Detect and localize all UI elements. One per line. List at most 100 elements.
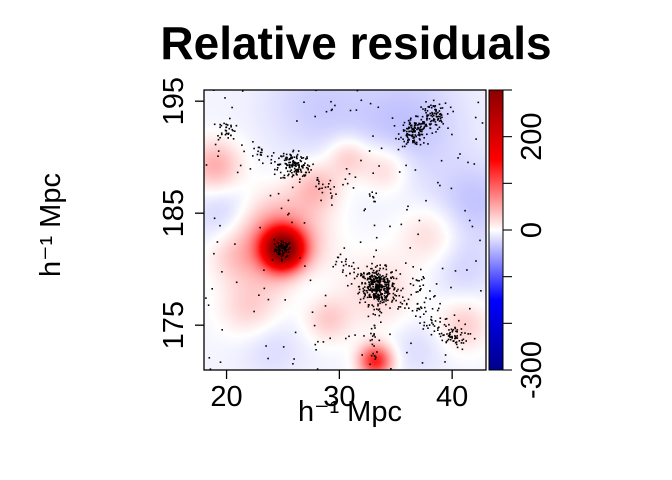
galaxy-point xyxy=(389,225,391,228)
galaxy-point xyxy=(435,113,438,116)
galaxy-point xyxy=(350,283,353,285)
galaxy-point xyxy=(374,327,376,329)
galaxy-point xyxy=(316,177,319,179)
galaxy-point xyxy=(438,120,441,122)
galaxy-point xyxy=(425,101,427,103)
galaxy-point xyxy=(342,269,344,271)
galaxy-point xyxy=(406,136,409,139)
galaxy-point xyxy=(274,248,276,251)
galaxy-point xyxy=(284,299,286,301)
galaxy-point xyxy=(241,144,243,146)
galaxy-point xyxy=(414,130,416,132)
galaxy-point xyxy=(369,296,371,298)
galaxy-point xyxy=(366,290,368,292)
galaxy-point xyxy=(451,133,453,136)
galaxy-point xyxy=(373,224,376,227)
galaxy-point xyxy=(263,269,265,271)
galaxy-point xyxy=(341,271,344,273)
galaxy-point xyxy=(403,140,405,143)
galaxy-point xyxy=(435,112,438,114)
galaxy-point xyxy=(267,357,269,360)
galaxy-point xyxy=(345,258,347,260)
galaxy-point xyxy=(285,243,288,245)
galaxy-point xyxy=(289,164,291,166)
galaxy-point xyxy=(283,245,286,248)
galaxy-point xyxy=(282,176,284,179)
galaxy-point xyxy=(305,166,308,169)
galaxy-point xyxy=(400,289,402,292)
galaxy-point xyxy=(362,276,364,278)
galaxy-point xyxy=(402,296,404,298)
colorbar: -300 0 200 xyxy=(488,89,548,399)
galaxy-point xyxy=(291,221,293,224)
galaxy-point xyxy=(453,314,456,316)
galaxy-point xyxy=(284,245,287,247)
galaxy-point xyxy=(297,150,300,152)
galaxy-point xyxy=(369,195,371,197)
galaxy-point xyxy=(396,290,398,292)
galaxy-point xyxy=(285,163,288,165)
plot-frame xyxy=(203,89,487,371)
galaxy-point xyxy=(393,283,395,285)
galaxy-point xyxy=(449,338,452,341)
galaxy-point xyxy=(427,106,430,108)
galaxy-point xyxy=(306,156,308,158)
galaxy-point xyxy=(293,156,296,158)
galaxy-point xyxy=(429,120,432,123)
galaxy-point xyxy=(295,168,298,171)
x-axis: h⁻¹ Mpc 20 30 40 xyxy=(210,370,468,428)
y-tick-label: 195 xyxy=(158,77,190,125)
galaxy-point xyxy=(283,159,286,162)
galaxy-point xyxy=(296,162,299,164)
galaxy-point xyxy=(259,151,262,154)
galaxy-point xyxy=(296,120,298,122)
galaxy-point xyxy=(384,283,386,286)
galaxy-point xyxy=(405,303,408,306)
galaxy-point xyxy=(380,292,382,295)
galaxy-point xyxy=(281,155,283,158)
galaxy-point xyxy=(364,277,366,280)
galaxy-point xyxy=(408,123,411,126)
galaxy-point xyxy=(406,133,409,135)
galaxy-point xyxy=(419,130,422,133)
galaxy-point xyxy=(373,255,375,258)
galaxy-point xyxy=(241,90,244,92)
galaxy-point xyxy=(377,304,379,307)
galaxy-point xyxy=(451,336,453,338)
galaxy-point xyxy=(383,285,386,288)
galaxy-point xyxy=(456,346,459,349)
galaxy-point xyxy=(455,330,457,333)
galaxy-point xyxy=(413,124,416,127)
galaxy-point xyxy=(474,116,477,119)
galaxy-point xyxy=(304,265,306,267)
galaxy-point xyxy=(385,300,387,302)
galaxy-point xyxy=(382,285,385,288)
galaxy-point xyxy=(433,105,436,108)
galaxy-point xyxy=(423,127,425,129)
galaxy-point xyxy=(280,246,283,249)
galaxy-point xyxy=(417,115,419,118)
galaxy-point xyxy=(426,133,428,136)
galaxy-point xyxy=(418,122,420,125)
galaxy-point xyxy=(411,310,414,312)
galaxy-point xyxy=(363,289,366,291)
galaxy-point xyxy=(456,331,458,333)
galaxy-point xyxy=(219,224,221,227)
galaxy-point xyxy=(405,262,407,264)
galaxy-point xyxy=(450,286,452,289)
galaxy-point xyxy=(302,157,305,159)
galaxy-point xyxy=(353,271,355,274)
galaxy-point xyxy=(280,177,282,179)
galaxy-point xyxy=(381,301,384,304)
galaxy-point xyxy=(419,128,421,131)
galaxy-point xyxy=(214,143,217,146)
galaxy-point xyxy=(279,252,282,255)
galaxy-point xyxy=(387,286,390,288)
galaxy-point xyxy=(378,294,380,297)
galaxy-point xyxy=(370,354,373,357)
galaxy-point xyxy=(405,164,407,167)
galaxy-point xyxy=(217,135,219,137)
galaxy-point xyxy=(418,307,420,310)
galaxy-point xyxy=(379,300,382,303)
galaxy-point xyxy=(426,117,428,120)
